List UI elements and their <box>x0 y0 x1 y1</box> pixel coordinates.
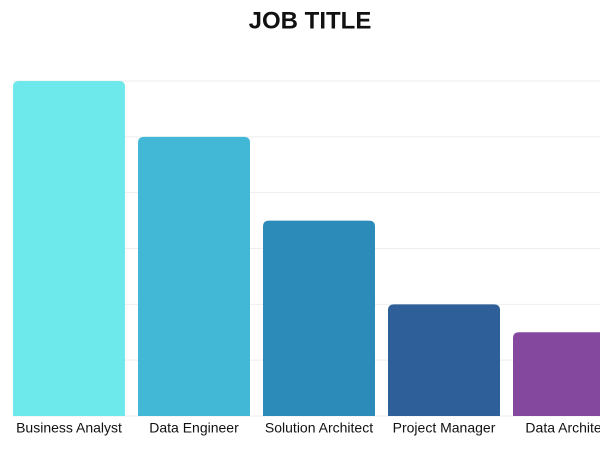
bar <box>388 304 500 416</box>
bar <box>138 136 250 417</box>
bar <box>263 220 375 416</box>
x-tick-label: Data Engineer <box>149 420 239 436</box>
chart-title: JOB TITLE <box>249 7 372 34</box>
x-tick-label: Business Analyst <box>16 420 122 436</box>
x-tick-label: Data Architect <box>525 420 600 436</box>
bar <box>13 81 125 416</box>
x-tick-label: Project Manager <box>393 420 496 436</box>
x-tick-label: Solution Architect <box>265 420 373 436</box>
bar <box>513 332 600 416</box>
